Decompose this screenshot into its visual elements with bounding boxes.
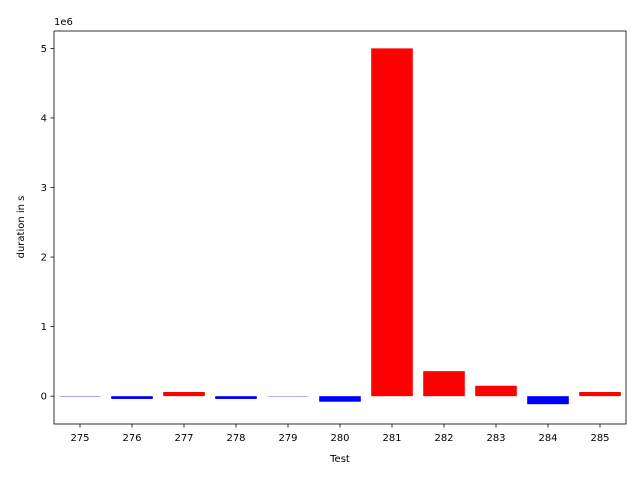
bars-layer xyxy=(59,48,621,405)
bar-284 xyxy=(527,396,569,405)
x-tick-label-278: 278 xyxy=(226,433,245,444)
x-tick-label-279: 279 xyxy=(278,433,297,444)
x-tick-label-284: 284 xyxy=(538,433,557,444)
y-tick-label-4: 4 xyxy=(41,113,47,124)
bar-283 xyxy=(475,385,517,397)
x-tick-label-282: 282 xyxy=(434,433,453,444)
x-axis-label: Test xyxy=(329,454,350,465)
x-tick-label-275: 275 xyxy=(70,433,89,444)
plot-frame xyxy=(53,30,627,425)
y-offset-label: 1e6 xyxy=(54,17,73,28)
bar-285 xyxy=(579,392,621,397)
bar-282 xyxy=(423,371,465,397)
x-tick-label-285: 285 xyxy=(590,433,609,444)
x-tick-label-281: 281 xyxy=(382,433,401,444)
x-tick-label-283: 283 xyxy=(486,433,505,444)
x-tick-label-277: 277 xyxy=(174,433,193,444)
y-tick-label-1: 1 xyxy=(41,322,47,333)
x-tick-label-276: 276 xyxy=(122,433,141,444)
y-tick-label-5: 5 xyxy=(41,44,47,55)
x-ticks: 275 276 277 278 279 280 281 282 283 284 285 xyxy=(70,424,610,444)
bar-277 xyxy=(163,392,205,397)
x-tick-label-280: 280 xyxy=(330,433,349,444)
y-ticks: 0 1 2 3 4 5 xyxy=(41,44,54,403)
bar-281 xyxy=(371,48,413,397)
y-tick-label-2: 2 xyxy=(41,253,47,264)
bar-278 xyxy=(215,396,257,399)
bar-280 xyxy=(319,396,361,402)
bar-276 xyxy=(111,396,153,399)
y-tick-label-0: 0 xyxy=(41,392,47,403)
y-tick-label-3: 3 xyxy=(41,183,47,194)
y-axis-label: duration in s xyxy=(16,196,27,259)
